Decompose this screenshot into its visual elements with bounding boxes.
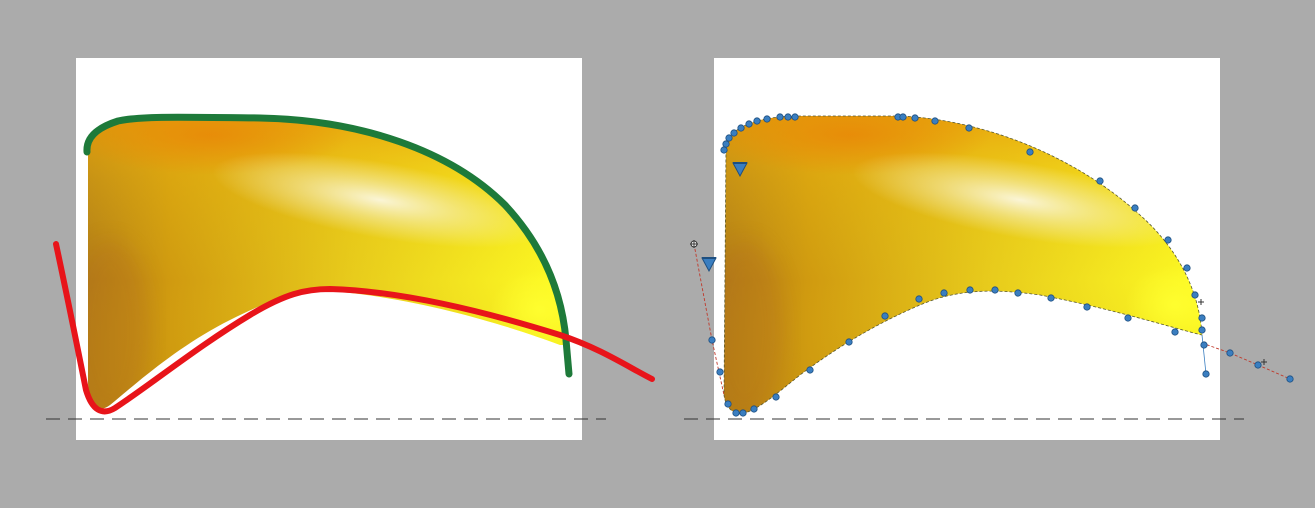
- node-marker-icon[interactable]: [1096, 177, 1104, 185]
- sketch-panel: [46, 58, 655, 440]
- node-marker-icon[interactable]: [716, 368, 724, 376]
- crosshair-handle-icon[interactable]: [1261, 359, 1267, 365]
- node-marker-icon[interactable]: [966, 286, 974, 294]
- node-marker-icon[interactable]: [899, 113, 907, 121]
- node-marker-icon[interactable]: [1198, 326, 1206, 334]
- node-marker-icon[interactable]: [1083, 303, 1091, 311]
- node-marker-icon[interactable]: [1026, 148, 1034, 156]
- node-marker-icon[interactable]: [708, 336, 716, 344]
- node-marker-icon[interactable]: [732, 409, 740, 417]
- node-marker-icon[interactable]: [1226, 349, 1234, 357]
- vector-outline-path: [723, 115, 1203, 414]
- node-marker-icon[interactable]: [1047, 294, 1055, 302]
- node-marker-icon[interactable]: [1254, 361, 1262, 369]
- node-marker-icon[interactable]: [911, 114, 919, 122]
- node-marker-icon[interactable]: [931, 117, 939, 125]
- node-marker-icon[interactable]: [730, 129, 738, 137]
- node-marker-icon[interactable]: [724, 400, 732, 408]
- node-marker-icon[interactable]: [1171, 328, 1179, 336]
- crosshair-handle-icon[interactable]: [690, 240, 698, 248]
- node-marker-icon[interactable]: [722, 140, 730, 148]
- node-marker-icon[interactable]: [772, 393, 780, 401]
- crosshair-handle-icon[interactable]: [1198, 299, 1204, 305]
- node-marker-icon[interactable]: [739, 409, 747, 417]
- node-marker-icon[interactable]: [1124, 314, 1132, 322]
- node-marker-icon[interactable]: [725, 134, 733, 142]
- lower-sketch-curve: [53, 241, 655, 415]
- right-vertical-guide: [1201, 334, 1207, 375]
- direction-triangle-icon[interactable]: [701, 257, 717, 273]
- node-marker-icon[interactable]: [1202, 370, 1210, 378]
- vector-panel: [684, 58, 1294, 440]
- node-marker-icon[interactable]: [915, 295, 923, 303]
- node-marker-icon[interactable]: [1014, 289, 1022, 297]
- node-marker-icon[interactable]: [806, 366, 814, 374]
- node-marker-icon[interactable]: [1191, 291, 1199, 299]
- node-group: [708, 113, 1294, 417]
- node-marker-icon[interactable]: [965, 124, 973, 132]
- node-marker-icon[interactable]: [763, 115, 771, 123]
- node-marker-icon[interactable]: [1286, 375, 1294, 383]
- node-marker-icon[interactable]: [1164, 236, 1172, 244]
- node-marker-icon[interactable]: [791, 113, 799, 121]
- node-marker-icon[interactable]: [1183, 264, 1191, 272]
- node-marker-icon[interactable]: [845, 338, 853, 346]
- node-marker-icon[interactable]: [737, 124, 745, 132]
- node-marker-icon[interactable]: [753, 117, 761, 125]
- upper-sketch-curve: [83, 113, 573, 378]
- node-marker-icon[interactable]: [745, 120, 753, 128]
- right-guide-line: [1201, 342, 1291, 380]
- node-marker-icon[interactable]: [940, 289, 948, 297]
- node-marker-icon[interactable]: [991, 286, 999, 294]
- node-marker-icon[interactable]: [1200, 341, 1208, 349]
- node-marker-icon[interactable]: [720, 146, 728, 154]
- direction-triangle-icon[interactable]: [732, 162, 748, 178]
- node-marker-icon[interactable]: [750, 405, 758, 413]
- node-marker-icon[interactable]: [881, 312, 889, 320]
- node-marker-icon[interactable]: [1198, 314, 1206, 322]
- node-marker-icon[interactable]: [776, 113, 784, 121]
- node-marker-icon[interactable]: [1131, 204, 1139, 212]
- node-marker-icon[interactable]: [784, 113, 792, 121]
